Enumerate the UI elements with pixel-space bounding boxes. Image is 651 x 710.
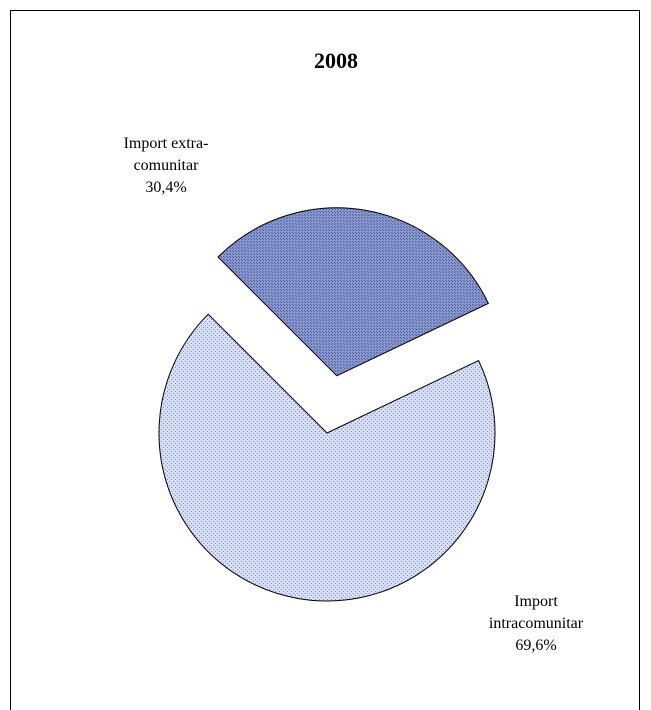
slice-name-line: intracomunitar (489, 615, 584, 632)
slice-value-label: 30,4% (145, 179, 186, 196)
slice-name-line: Import extra- (124, 135, 209, 152)
slice-name-line: Import (514, 593, 558, 610)
slice-label-import-intracomunitar: Import intracomunitar 69,6% (489, 593, 584, 654)
slice-label-import-extra-comunitar: Import extra-comunitar 30,4% (124, 135, 209, 196)
pie-slice-import-intracomunitar (158, 313, 496, 602)
slice-name-line: comunitar (134, 157, 200, 174)
slice-value-label: 69,6% (515, 637, 556, 654)
pie-chart: 2008 Import extra-comunitar 30,4% Import in… (124, 48, 584, 654)
pie-slice-import-extra-comunitar (217, 207, 490, 377)
chart-title: 2008 (314, 48, 358, 73)
chart-frame: 2008 Import extra-comunitar 30,4% Import in… (10, 10, 640, 710)
